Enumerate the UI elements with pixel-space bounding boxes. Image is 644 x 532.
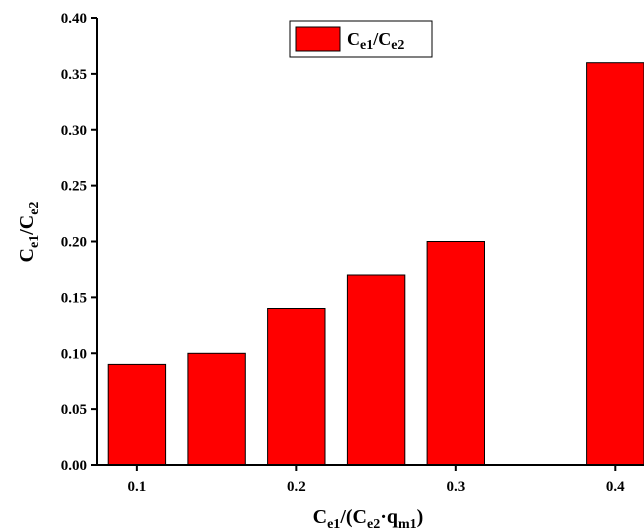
y-tick-label: 0.30 [61, 123, 87, 139]
y-tick-label: 0.25 [61, 179, 87, 195]
bar [346, 274, 406, 466]
y-axis-title: Ce1/Ce2 [16, 202, 42, 263]
y-tick-label: 0.35 [61, 67, 87, 83]
y-tick-label: 0.20 [61, 235, 87, 251]
bar [267, 308, 326, 466]
legend: Ce1/Ce2 [289, 20, 433, 58]
bar [187, 352, 246, 466]
y-axis-ticks: 0.00 0.05 0.10 0.15 0.20 0.25 0.30 0.35 0.40 [61, 11, 97, 474]
y-tick-label: 0.10 [61, 346, 87, 362]
x-axis-ticks: 0.1 0.2 0.3 0.4 [127, 465, 625, 495]
bar-series [107, 62, 644, 466]
y-tick-label: 0.15 [61, 290, 87, 306]
x-tick-label: 0.2 [287, 479, 306, 495]
x-tick-label: 0.4 [606, 479, 625, 495]
legend-label: Ce1/Ce2 [347, 29, 404, 53]
x-axis-title: Ce1/(Ce2·qm1) [313, 506, 424, 532]
bar [426, 241, 486, 466]
x-tick-label: 0.1 [127, 479, 146, 495]
legend-swatch [295, 26, 341, 52]
x-tick-label: 0.3 [446, 479, 465, 495]
bar [107, 363, 167, 466]
bar [586, 62, 644, 466]
y-tick-label: 0.05 [61, 402, 87, 418]
y-tick-label: 0.00 [61, 458, 87, 474]
y-tick-label: 0.40 [61, 11, 87, 27]
